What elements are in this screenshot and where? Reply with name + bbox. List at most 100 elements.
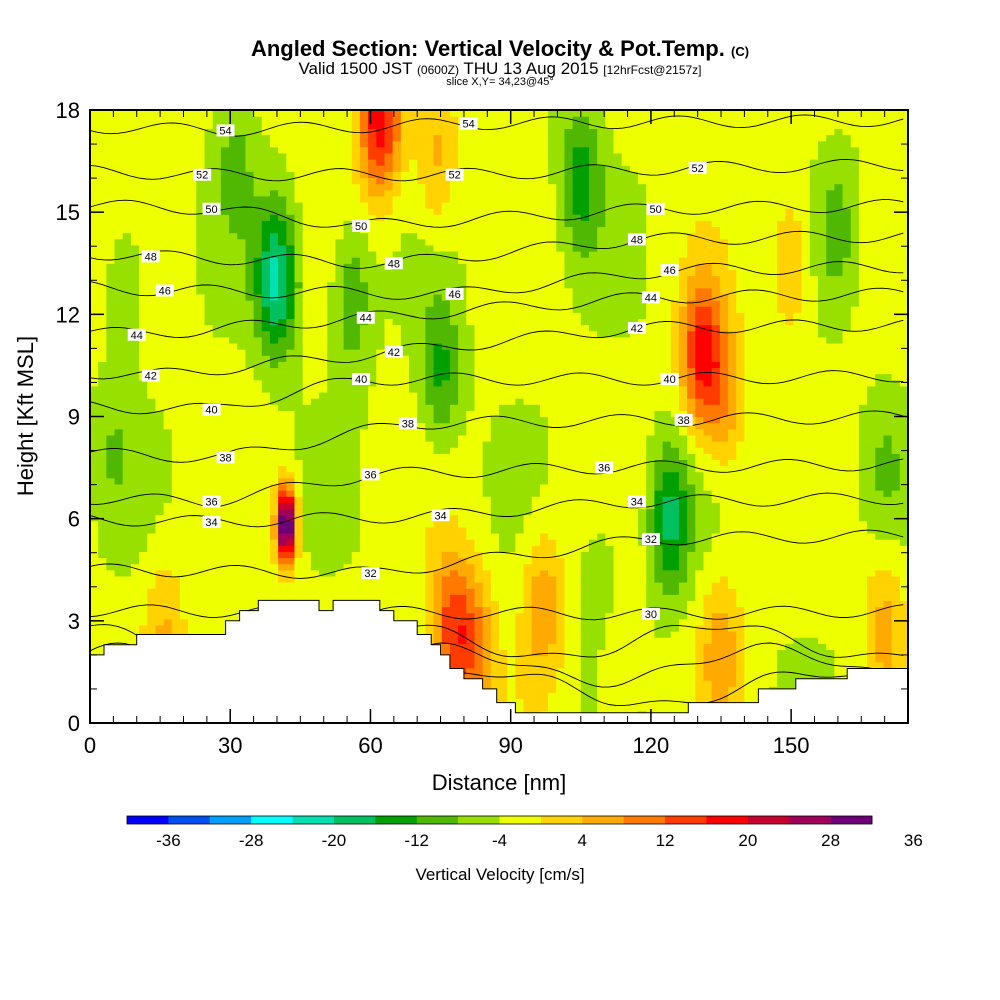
field-cell: [474, 532, 484, 540]
field-cell: [449, 661, 459, 669]
field-cell: [278, 116, 287, 123]
field-cell: [458, 526, 467, 534]
field-cell: [425, 355, 435, 362]
field-cell: [278, 287, 287, 295]
field-cell: [130, 208, 140, 215]
field-cell: [490, 330, 500, 338]
field-cell: [253, 300, 263, 307]
field-cell: [163, 140, 173, 148]
field-cell: [490, 226, 500, 234]
field-cell: [458, 508, 467, 516]
field-cell: [155, 582, 165, 589]
field-cell: [98, 404, 107, 411]
field-cell: [212, 293, 222, 301]
field-cell: [106, 238, 116, 246]
field-cell: [188, 355, 197, 362]
field-cell: [482, 606, 492, 614]
field-cell: [458, 477, 467, 485]
field-cell: [351, 471, 361, 479]
field-cell: [482, 631, 492, 638]
field-cell: [458, 110, 467, 117]
field-cell: [106, 434, 116, 442]
field-cell: [335, 551, 345, 559]
field-cell: [278, 257, 287, 264]
field-cell: [482, 128, 492, 136]
field-cell: [482, 116, 492, 123]
field-cell: [147, 422, 157, 430]
field-cell: [400, 410, 410, 418]
field-cell: [269, 575, 279, 583]
field-cell: [400, 404, 410, 411]
field-cell: [163, 244, 173, 252]
field-cell: [229, 263, 238, 270]
field-cell: [179, 312, 189, 320]
field-cell: [147, 128, 157, 136]
valid-time: Valid 1500 JST: [298, 59, 413, 78]
field-cell: [114, 275, 124, 283]
field-cell: [130, 361, 140, 369]
field-cell: [212, 588, 222, 595]
field-cell: [449, 582, 459, 589]
field-cell: [441, 434, 451, 442]
field-cell: [433, 373, 443, 381]
field-cell: [335, 220, 345, 228]
field-cell: [196, 410, 206, 418]
field-cell: [155, 208, 165, 215]
field-cell: [147, 281, 157, 289]
field-cell: [482, 582, 492, 589]
field-cell: [409, 183, 418, 191]
field-cell: [466, 606, 476, 614]
field-cell: [253, 324, 263, 332]
field-cell: [409, 447, 418, 454]
field-cell: [286, 195, 296, 203]
field-cell: [392, 606, 402, 614]
field-cell: [278, 588, 287, 595]
field-cell: [98, 324, 107, 332]
field-cell: [343, 434, 353, 442]
field-cell: [441, 250, 451, 258]
field-cell: [335, 385, 345, 393]
field-cell: [294, 575, 304, 583]
field-cell: [400, 220, 410, 228]
field-cell: [269, 379, 279, 387]
field-cell: [474, 441, 484, 448]
field-cell: [466, 631, 476, 638]
field-cell: [343, 293, 353, 301]
field-cell: [384, 293, 394, 301]
field-cell: [286, 183, 296, 191]
field-cell: [458, 324, 467, 332]
field-cell: [409, 177, 418, 185]
field-cell: [171, 410, 181, 418]
field-cell: [253, 208, 263, 215]
field-cell: [98, 250, 107, 258]
field-cell: [490, 336, 500, 344]
field-cell: [368, 159, 377, 166]
field-cell: [433, 551, 443, 559]
field-cell: [196, 575, 206, 583]
field-cell: [425, 459, 435, 467]
field-cell: [204, 110, 214, 117]
field-cell: [319, 214, 328, 221]
field-cell: [122, 257, 132, 264]
field-cell: [212, 422, 222, 430]
field-cell: [441, 391, 451, 399]
field-cell: [188, 422, 197, 430]
field-cell: [229, 588, 238, 595]
field-cell: [179, 465, 189, 473]
field-cell: [359, 342, 369, 350]
field-cell: [327, 312, 336, 320]
field-cell: [376, 385, 386, 393]
field-cell: [245, 324, 255, 332]
field-cell: [384, 312, 394, 320]
field-cell: [490, 569, 500, 577]
field-cell: [368, 428, 377, 436]
field-cell: [155, 361, 165, 369]
field-cell: [449, 526, 459, 534]
field-cell: [286, 226, 296, 234]
field-cell: [171, 189, 181, 197]
field-cell: [147, 483, 157, 491]
field-cell: [204, 275, 214, 283]
field-cell: [409, 367, 418, 375]
field-cell: [409, 330, 418, 338]
field-cell: [327, 110, 336, 117]
